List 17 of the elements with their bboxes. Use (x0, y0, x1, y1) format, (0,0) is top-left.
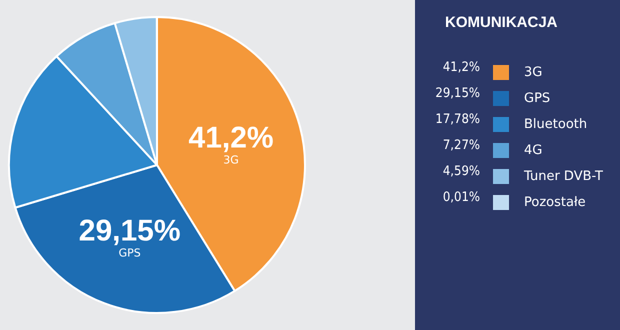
data-label: 4,59% (442, 164, 480, 179)
text: 41,2% (442, 60, 480, 75)
legend-label: Pozostałe (524, 195, 586, 210)
data-label: 29,15% (78, 214, 181, 248)
legend-label: 4G (524, 143, 542, 158)
text: 29,15% (435, 86, 480, 101)
slice-label: 3G (223, 153, 239, 166)
data-label: 17,78% (435, 112, 480, 127)
legend-title: KOMUNIKACJA (445, 14, 558, 31)
data-label: 7,27% (442, 138, 480, 153)
legend-label: Bluetooth (524, 117, 588, 132)
slice-label: GPS (118, 246, 141, 260)
legend-label: Tuner DVB-T (523, 169, 604, 184)
data-label: 0,01% (442, 190, 480, 205)
legend-label: 3G (524, 65, 542, 80)
legend-label: GPS (524, 91, 550, 106)
data-label: 41,2% (188, 121, 274, 154)
